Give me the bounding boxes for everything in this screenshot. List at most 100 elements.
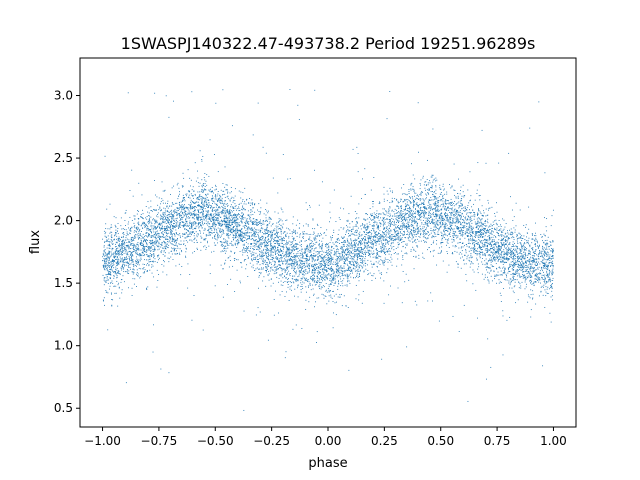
data-point (474, 240, 476, 242)
data-point (154, 221, 156, 223)
data-point (481, 236, 483, 238)
data-point (281, 254, 283, 256)
data-point (380, 259, 382, 261)
data-point (298, 227, 300, 229)
data-point (372, 241, 373, 243)
data-point (342, 267, 344, 269)
data-point (173, 203, 175, 205)
data-point (241, 216, 243, 218)
data-point (168, 216, 170, 218)
data-point (261, 250, 263, 252)
data-point (163, 207, 165, 209)
data-point (130, 263, 132, 265)
data-point (252, 214, 254, 215)
data-point (368, 226, 370, 228)
data-point (199, 226, 201, 228)
data-point (272, 177, 274, 179)
data-point (512, 245, 514, 247)
data-point (211, 199, 213, 201)
data-point (315, 242, 317, 244)
data-point (155, 209, 157, 211)
data-point (410, 202, 412, 204)
data-point (328, 258, 330, 260)
data-point (146, 270, 148, 271)
data-point (156, 227, 157, 229)
data-point (338, 270, 340, 272)
data-point (368, 273, 370, 275)
data-point (415, 242, 417, 244)
data-point (502, 315, 504, 317)
data-point (401, 223, 403, 225)
data-point (544, 281, 546, 283)
data-point (411, 234, 413, 236)
data-point (369, 238, 371, 240)
data-point (442, 202, 444, 204)
data-point (293, 238, 295, 240)
data-point (202, 184, 204, 186)
data-point (287, 267, 288, 269)
data-point (511, 237, 513, 239)
data-point (220, 251, 222, 253)
data-point (116, 280, 118, 282)
data-point (201, 221, 203, 223)
data-point (351, 229, 353, 230)
data-point (341, 275, 343, 277)
data-point (110, 268, 112, 270)
data-point (483, 236, 485, 238)
data-point (350, 271, 352, 272)
data-point (471, 228, 473, 230)
data-point (433, 249, 435, 251)
data-point (366, 228, 368, 230)
data-point (223, 215, 225, 217)
data-point (447, 235, 448, 237)
data-point (366, 234, 367, 236)
data-point (455, 217, 457, 219)
data-point (478, 208, 480, 210)
data-point (419, 188, 421, 190)
data-point (184, 232, 186, 234)
data-point (185, 218, 187, 220)
data-point (266, 230, 268, 232)
data-point (251, 258, 253, 260)
data-point (444, 231, 445, 233)
data-point (485, 267, 487, 268)
data-point (354, 231, 356, 233)
data-point (137, 233, 139, 235)
data-point (266, 210, 268, 212)
data-point (529, 252, 531, 254)
data-point (532, 270, 534, 271)
data-point (133, 215, 135, 217)
data-point (457, 235, 459, 237)
data-point (177, 253, 179, 254)
data-point (401, 302, 403, 304)
data-point (144, 251, 146, 253)
data-point (201, 220, 203, 222)
data-point (364, 233, 366, 235)
data-point (224, 262, 226, 264)
data-point (183, 243, 184, 245)
data-point (290, 257, 291, 259)
data-point (108, 250, 110, 252)
data-point (206, 214, 207, 216)
data-point (197, 201, 199, 203)
data-point (187, 169, 189, 171)
data-point (165, 226, 167, 227)
data-point (277, 257, 279, 259)
data-point (207, 207, 209, 209)
data-point (286, 268, 288, 270)
data-point (383, 228, 384, 230)
data-point (408, 190, 410, 192)
data-point (365, 227, 367, 229)
data-point (509, 258, 510, 260)
data-point (445, 228, 447, 229)
data-point (491, 245, 493, 247)
data-point (429, 221, 431, 223)
data-point (293, 257, 295, 259)
data-point (477, 225, 479, 227)
data-point (527, 270, 529, 272)
data-point (477, 232, 478, 234)
data-point (172, 259, 174, 260)
data-point (316, 281, 318, 283)
data-point (189, 227, 191, 229)
data-point (266, 258, 268, 260)
